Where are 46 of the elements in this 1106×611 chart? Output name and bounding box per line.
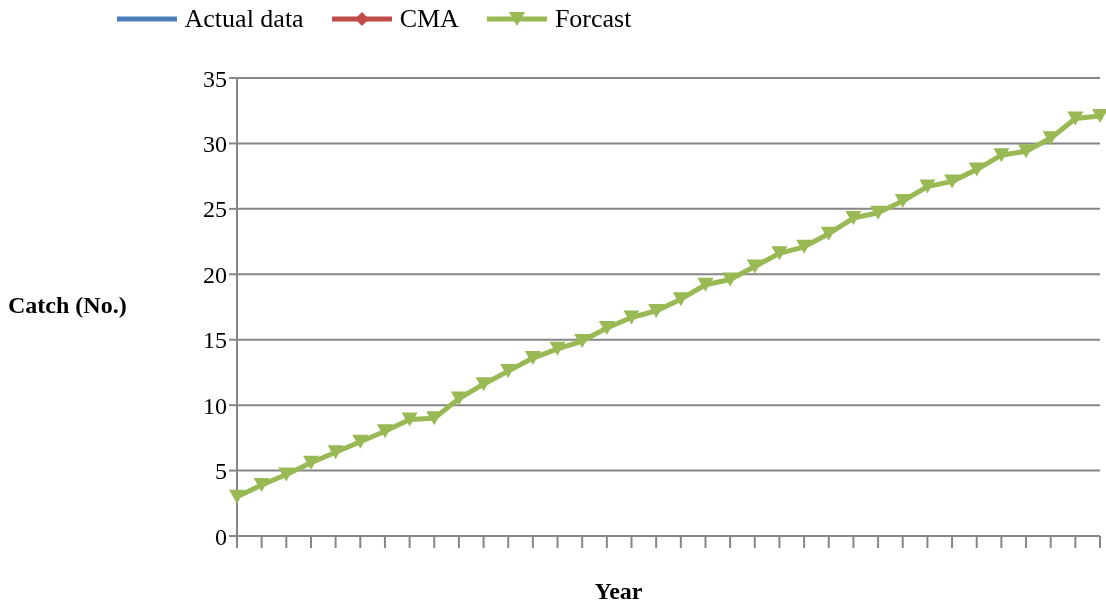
point [968, 162, 985, 177]
point [894, 194, 911, 209]
point [771, 246, 788, 261]
point [796, 239, 813, 254]
point [697, 277, 714, 292]
x-axis-title: Year [593, 578, 644, 605]
point [672, 292, 689, 307]
point [574, 334, 591, 349]
point [919, 179, 936, 194]
y-tick-label: 15 [203, 327, 227, 354]
point [278, 467, 295, 482]
point [598, 320, 615, 335]
legend-label: CMA [399, 4, 459, 34]
point [1067, 111, 1084, 126]
point [1018, 144, 1035, 159]
point [845, 211, 862, 226]
point [993, 148, 1010, 163]
point [327, 445, 344, 460]
point [870, 205, 887, 220]
y-tick-label: 20 [203, 261, 227, 288]
point [376, 424, 393, 439]
point [820, 226, 837, 241]
point [549, 341, 566, 356]
y-tick-label: 25 [203, 196, 227, 223]
point [352, 434, 369, 449]
legend-label: Actual data [184, 4, 304, 34]
y-tick-label: 0 [215, 523, 227, 550]
legend-label: Forcast [554, 4, 632, 34]
point [944, 174, 961, 189]
point [253, 477, 270, 492]
point [229, 489, 245, 504]
point [746, 259, 763, 274]
y-axis-title: Catch (No.) [8, 292, 127, 319]
point [500, 364, 517, 379]
point [475, 377, 492, 392]
point [722, 272, 739, 287]
y-tick-label: 10 [203, 392, 227, 419]
point [401, 412, 418, 427]
y-tick-label: 30 [203, 130, 227, 157]
point [302, 455, 319, 470]
point [524, 351, 541, 366]
point [450, 391, 467, 406]
y-tick-label: 35 [203, 65, 227, 92]
point [623, 310, 640, 325]
point [648, 303, 665, 318]
y-tick-label: 5 [215, 458, 227, 485]
